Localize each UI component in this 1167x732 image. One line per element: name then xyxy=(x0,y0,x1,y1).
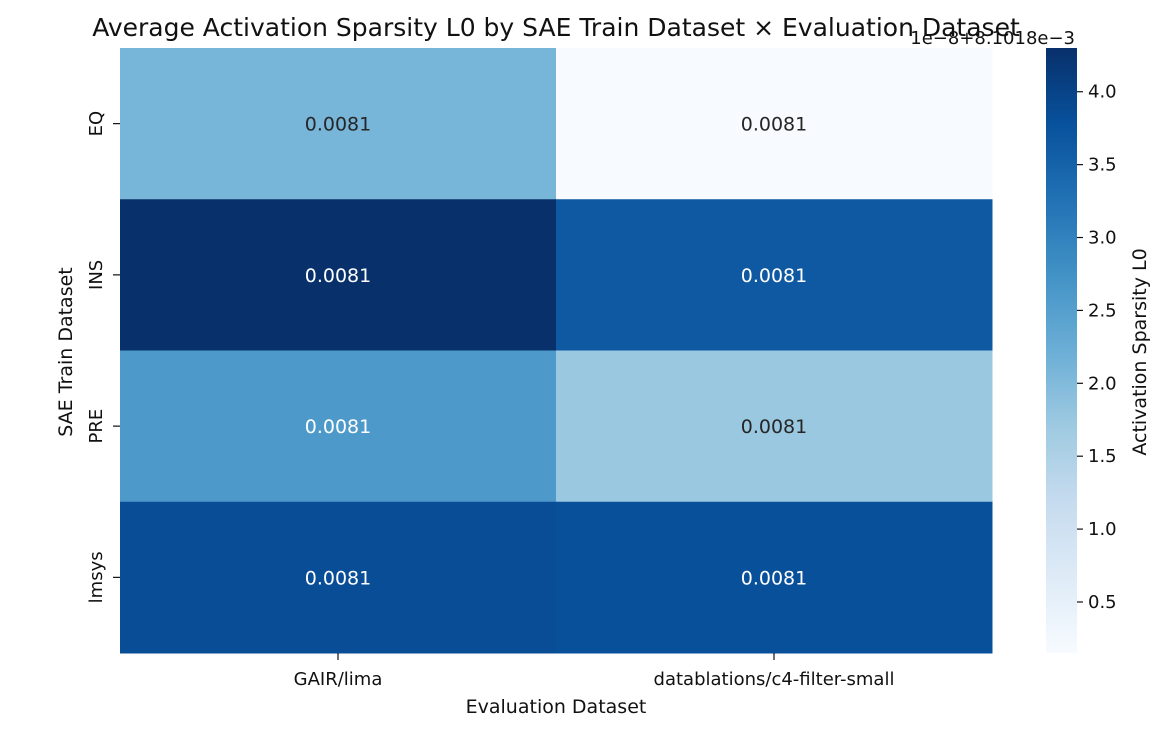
cell-annotation: 0.0081 xyxy=(305,265,371,287)
colorbar-tick-label: 3.0 xyxy=(1088,228,1117,249)
colorbar-tick-label: 0.5 xyxy=(1088,592,1117,613)
cell-annotation: 0.0081 xyxy=(741,114,807,136)
colorbar-tick-label: 2.0 xyxy=(1088,373,1117,394)
heatmap-cell xyxy=(120,501,557,654)
y-tick-label: lmsys xyxy=(86,551,107,603)
y-axis-label: SAE Train Dataset xyxy=(55,267,77,437)
colorbar-tick-label: 4.0 xyxy=(1088,82,1117,103)
y-tick-label: INS xyxy=(86,260,107,290)
colorbar-tick-label: 3.5 xyxy=(1088,155,1117,176)
heatmap-cells: 0.0081 0.0081 0.0081 0.0081 0.0081 0.0081 0.00… xyxy=(120,48,993,654)
colorbar-tick-label: 2.5 xyxy=(1088,300,1117,321)
x-tick-label: GAIR/lima xyxy=(294,669,383,690)
colorbar-ticks: 0.5 1.0 1.5 2.0 2.5 3.0 3.5 4.0 xyxy=(1077,82,1117,613)
heatmap-cell xyxy=(120,350,557,503)
cell-annotation: 0.0081 xyxy=(741,265,807,287)
x-tick-label: datablations/c4-filter-small xyxy=(654,669,895,690)
colorbar-tick-label: 1.5 xyxy=(1088,446,1117,467)
heatmap-cell xyxy=(120,199,557,351)
heatmap-cell xyxy=(556,199,993,351)
cell-annotation: 0.0081 xyxy=(741,567,807,589)
heatmap-cell xyxy=(556,350,993,503)
y-tick-label: EQ xyxy=(86,111,107,137)
colorbar-tick-label: 1.0 xyxy=(1088,519,1117,540)
heatmap-cell xyxy=(556,48,993,200)
cell-annotation: 0.0081 xyxy=(305,114,371,136)
cell-annotation: 0.0081 xyxy=(741,416,807,438)
cell-annotation: 0.0081 xyxy=(305,416,371,438)
x-axis-label: Evaluation Dataset xyxy=(466,696,647,718)
y-axis-ticks: EQ INS PRE lmsys xyxy=(86,111,120,603)
y-tick-label: PRE xyxy=(86,409,107,444)
chart-title: Average Activation Sparsity L0 by SAE Tr… xyxy=(92,13,1020,42)
colorbar xyxy=(1046,48,1077,653)
heatmap-cell xyxy=(556,501,993,654)
colorbar-label: Activation Sparsity L0 xyxy=(1129,248,1151,455)
cell-annotation: 0.0081 xyxy=(305,567,371,589)
heatmap-cell xyxy=(120,48,557,200)
x-axis-ticks: GAIR/lima datablations/c4-filter-small xyxy=(294,653,895,690)
colorbar-offset-text: 1e−8+8.1018e−3 xyxy=(910,28,1075,49)
